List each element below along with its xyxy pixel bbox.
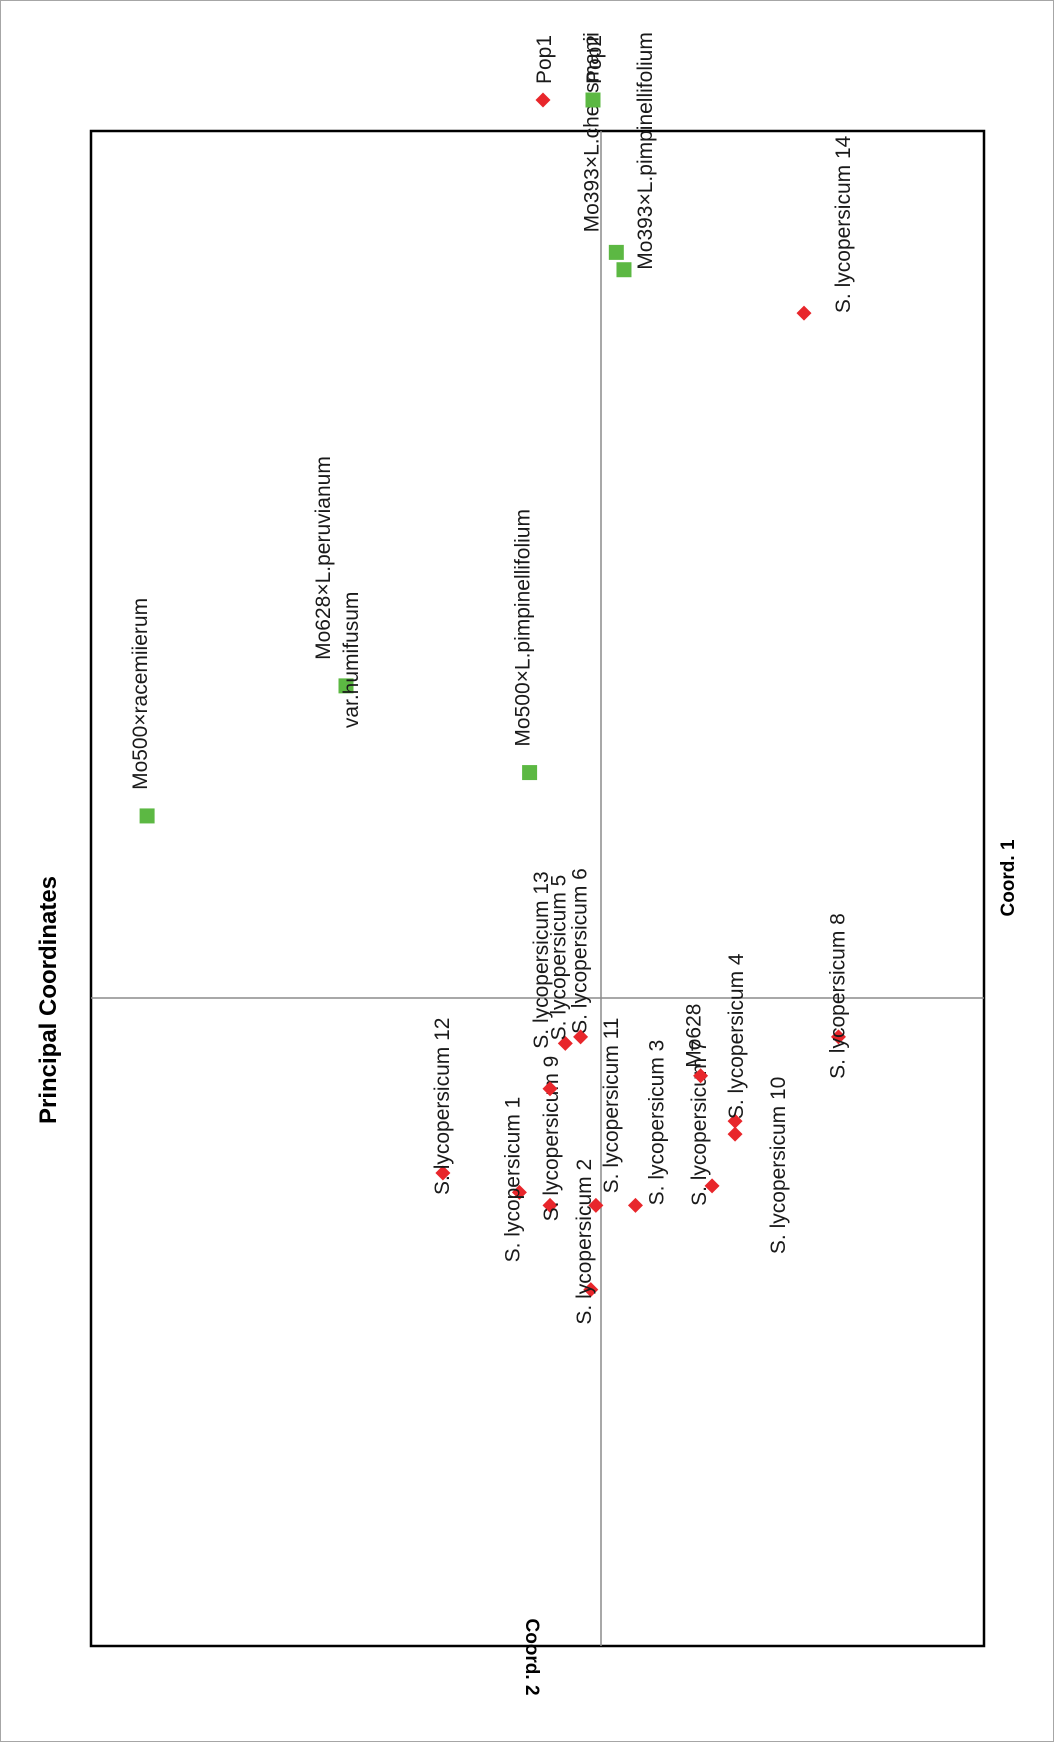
point-label: S. lycopersicum 5	[547, 875, 570, 1041]
pop2-point	[139, 808, 155, 824]
pop1-point	[796, 305, 812, 321]
pop1-point	[542, 1197, 558, 1213]
points-layer: S. lycopersicum 1 S. lycopersicum 2S. lyc…	[129, 32, 855, 1324]
point-label: S. lycopersicum 14	[832, 135, 855, 313]
point-label: S. lycopersicum 3	[645, 1040, 668, 1206]
legend: Pop1 Pop2	[533, 35, 606, 108]
x-axis-label: Coord. 1	[998, 839, 1019, 916]
pop1-point	[627, 1197, 643, 1213]
pop1-point	[557, 1035, 573, 1051]
y-axis-label: Coord. 2	[521, 1618, 542, 1695]
point-label: S. lycopersicum 9	[540, 1056, 563, 1222]
point-label: S. lycopersicum 13	[530, 871, 553, 1048]
pop2-point	[338, 678, 354, 694]
legend-marker	[535, 92, 551, 108]
point-label: Mo500×racemiierum	[129, 598, 152, 790]
pop1-point	[435, 1165, 451, 1181]
point-label: Mo628	[683, 1004, 706, 1068]
pop1-point	[542, 1081, 558, 1097]
chart-title: Principal Coordinates	[35, 876, 62, 1124]
point-label: Mo393×L.pimpinellifolium	[634, 32, 657, 270]
legend-entry: Pop1	[533, 35, 556, 84]
point-label: S. lycopersicum 2	[573, 1159, 596, 1325]
pop2-point	[608, 244, 624, 260]
point-label: S. lycopersicum 10	[767, 1077, 790, 1254]
pop1-point	[830, 1029, 846, 1045]
pop1-point	[727, 1113, 743, 1129]
point-label: Mo500×L.pimpinellifolium	[512, 509, 535, 747]
pop1-point	[588, 1197, 604, 1213]
plot-area	[89, 129, 986, 1648]
point-label: Mo628×L.peruvianum var.humifusum	[312, 456, 363, 728]
pop1-point	[583, 1282, 599, 1298]
point-label: S. lycopersicum 11	[600, 1018, 623, 1194]
pop1-point	[693, 1068, 709, 1084]
pop1-point	[573, 1029, 589, 1045]
legend-entry: Pop2	[583, 35, 606, 84]
point-label: S. lycopersicum 7	[688, 1040, 711, 1206]
point-label: S. lycopersicum 12	[431, 1018, 454, 1195]
pop1-point	[704, 1178, 720, 1194]
point-label: S. lycopersicum 6	[569, 868, 592, 1034]
point-label: S. lycopersicum 4	[725, 953, 748, 1119]
pop2-point	[522, 765, 538, 781]
point-label: S. lycopersicum 1	[501, 1097, 524, 1263]
legend-marker	[585, 92, 601, 108]
point-label: Mo393×L.cheesmanii	[580, 32, 603, 232]
point-label: S. lycopersicum 8	[826, 913, 849, 1079]
pop1-point	[727, 1126, 743, 1142]
pop1-point	[511, 1184, 527, 1200]
pop2-point	[616, 262, 632, 278]
